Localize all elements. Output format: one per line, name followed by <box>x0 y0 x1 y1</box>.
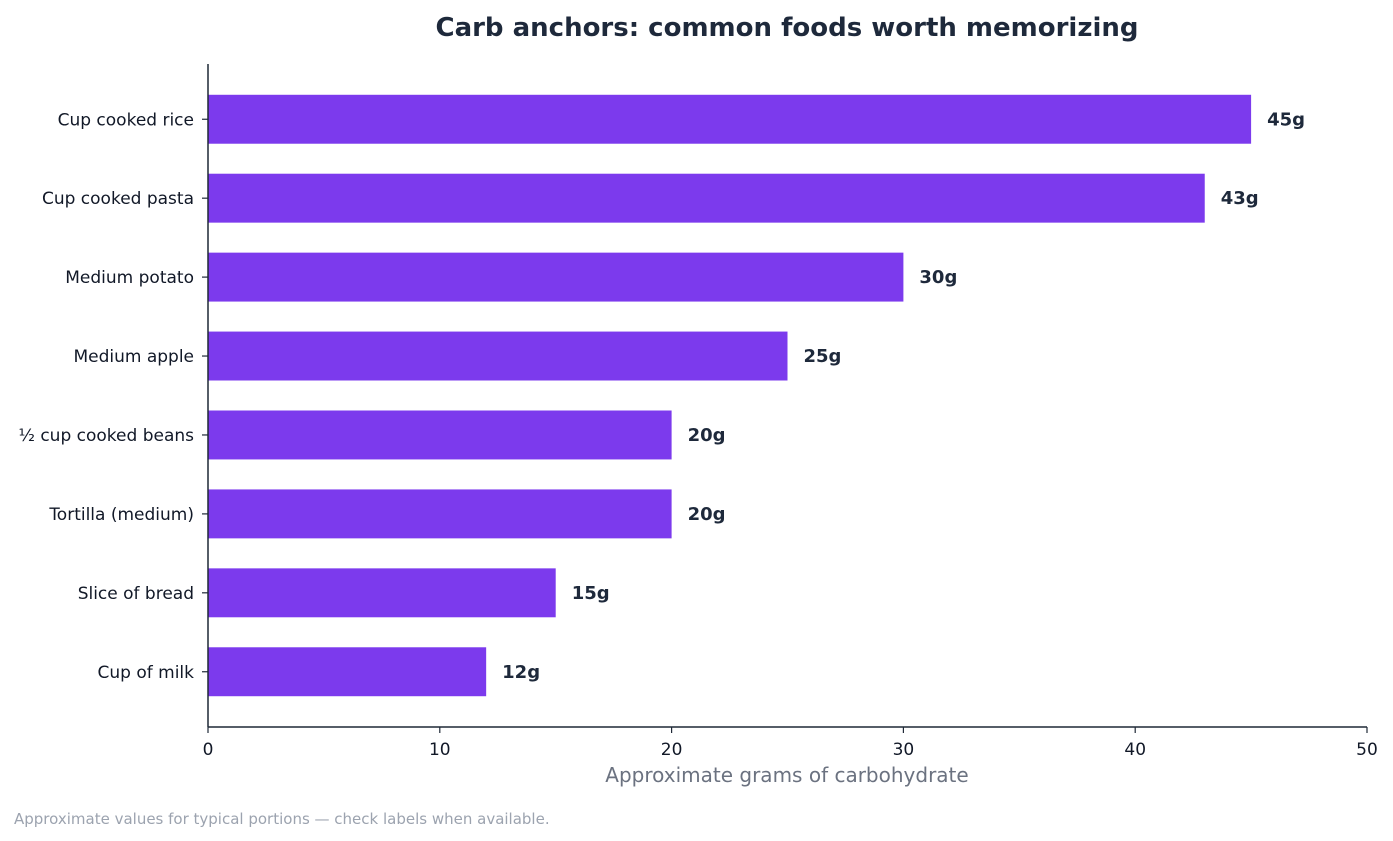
x-tick-label: 30 <box>893 740 915 760</box>
value-label: 30g <box>919 267 957 288</box>
value-label: 20g <box>688 504 726 525</box>
x-axis-title: Approximate grams of carbohydrate <box>605 763 968 787</box>
bar <box>208 94 1252 144</box>
bar <box>208 410 672 460</box>
category-label: Medium potato <box>65 268 194 288</box>
x-tick-label: 50 <box>1356 740 1378 760</box>
footnote: Approximate values for typical portions … <box>14 810 550 828</box>
bar <box>208 331 788 381</box>
category-label: ½ cup cooked beans <box>18 426 194 446</box>
bar <box>208 252 904 302</box>
x-ticks-layer: 0 10 20 30 40 50 <box>203 727 1378 760</box>
value-label: 43g <box>1221 188 1259 209</box>
bar <box>208 568 556 618</box>
category-label: Cup cooked pasta <box>42 189 194 209</box>
x-tick-label: 0 <box>203 740 214 760</box>
category-label: Medium apple <box>73 347 194 367</box>
bar <box>208 489 672 539</box>
category-label: Slice of bread <box>78 584 194 604</box>
value-label: 12g <box>502 662 540 683</box>
bars-layer: Cup cooked rice 45g Cup cooked pasta 43g Med… <box>18 94 1305 697</box>
bar <box>208 173 1205 223</box>
value-label: 45g <box>1267 109 1305 130</box>
value-label: 20g <box>688 425 726 446</box>
category-label: Tortilla (medium) <box>48 505 194 525</box>
value-label: 25g <box>804 346 842 367</box>
x-tick-label: 20 <box>661 740 683 760</box>
x-tick-label: 40 <box>1124 740 1146 760</box>
category-label: Cup cooked rice <box>58 110 194 130</box>
category-label: Cup of milk <box>98 663 195 683</box>
chart-title: Carb anchors: common foods worth memoriz… <box>435 13 1138 43</box>
x-tick-label: 10 <box>429 740 451 760</box>
value-label: 15g <box>572 583 610 604</box>
bar <box>208 647 487 697</box>
